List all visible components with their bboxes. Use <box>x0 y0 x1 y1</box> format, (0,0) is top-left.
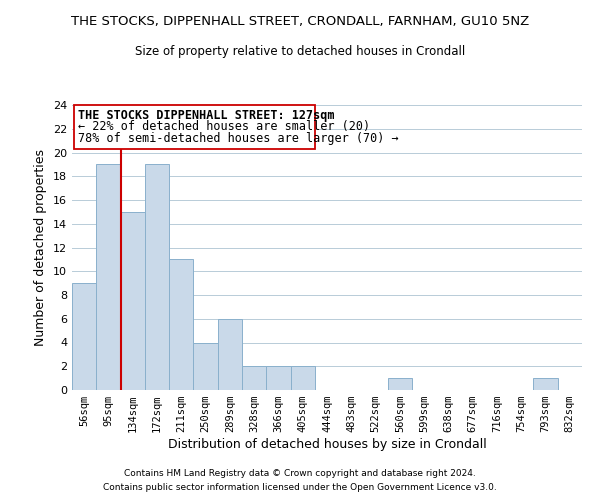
Bar <box>74 105 315 149</box>
Y-axis label: Number of detached properties: Number of detached properties <box>34 149 47 346</box>
X-axis label: Distribution of detached houses by size in Crondall: Distribution of detached houses by size … <box>167 438 487 451</box>
Bar <box>242 366 266 390</box>
Bar <box>290 366 315 390</box>
Bar <box>72 283 96 390</box>
Bar <box>266 366 290 390</box>
Bar <box>121 212 145 390</box>
Text: THE STOCKS, DIPPENHALL STREET, CRONDALL, FARNHAM, GU10 5NZ: THE STOCKS, DIPPENHALL STREET, CRONDALL,… <box>71 15 529 28</box>
Bar <box>193 342 218 390</box>
Bar <box>169 260 193 390</box>
Bar <box>145 164 169 390</box>
Text: THE STOCKS DIPPENHALL STREET: 127sqm: THE STOCKS DIPPENHALL STREET: 127sqm <box>78 109 335 122</box>
Text: ← 22% of detached houses are smaller (20): ← 22% of detached houses are smaller (20… <box>78 120 370 134</box>
Text: Contains public sector information licensed under the Open Government Licence v3: Contains public sector information licen… <box>103 484 497 492</box>
Bar <box>533 378 558 390</box>
Text: Contains HM Land Registry data © Crown copyright and database right 2024.: Contains HM Land Registry data © Crown c… <box>124 468 476 477</box>
Bar <box>218 319 242 390</box>
Bar <box>96 164 121 390</box>
Text: Size of property relative to detached houses in Crondall: Size of property relative to detached ho… <box>135 45 465 58</box>
Bar <box>388 378 412 390</box>
Text: 78% of semi-detached houses are larger (70) →: 78% of semi-detached houses are larger (… <box>78 132 398 144</box>
